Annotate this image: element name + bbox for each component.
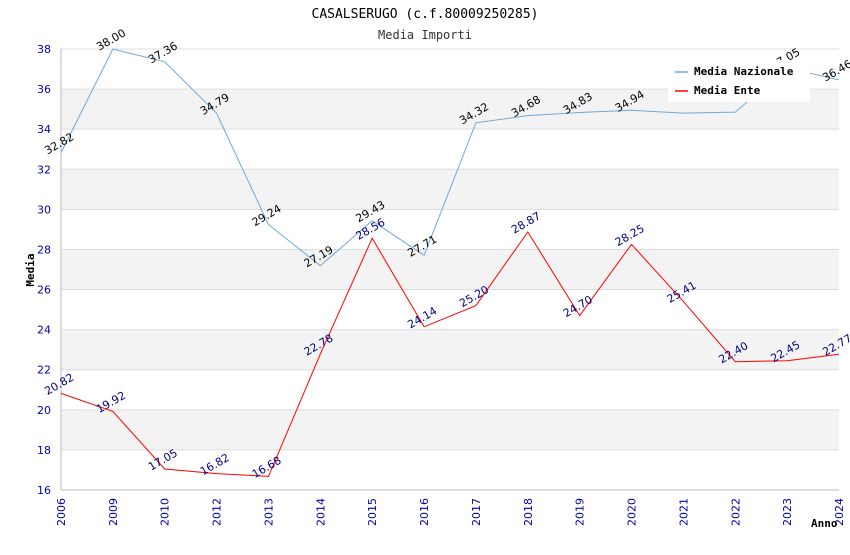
series-line-media-ente	[60, 231, 840, 477]
y-tick-label: 30	[37, 203, 51, 216]
chart-title: CASALSERUGO (c.f.80009250285)	[312, 7, 539, 22]
x-tick-label: 2022	[729, 498, 742, 526]
y-tick-label: 16	[37, 484, 51, 497]
y-tick-label: 32	[37, 163, 51, 176]
y-tick-label: 28	[37, 243, 51, 256]
x-tick-label: 2014	[314, 498, 327, 526]
x-tick-label: 2013	[262, 498, 275, 526]
x-tick-label: 2012	[211, 498, 224, 526]
y-tick-label: 26	[37, 284, 51, 297]
x-axis-ticks: 2006 2009 2010 2012 2013 2014 2015 2016 2017 2018…	[55, 498, 846, 526]
y-axis-ticks: 16 18 20 22 24 26 28 30 32 34 36 38	[37, 43, 51, 497]
y-tick-label: 20	[37, 404, 51, 417]
y-tick-label: 34	[37, 123, 51, 136]
x-tick-label: 2006	[55, 498, 68, 526]
grid-band	[61, 249, 839, 290]
grid-band	[61, 329, 839, 370]
x-tick-label: 2016	[418, 498, 431, 526]
y-tick-label: 18	[37, 444, 51, 457]
x-axis-label: Anno	[811, 517, 838, 530]
grid-band	[61, 289, 839, 330]
x-tick-label: 2020	[626, 498, 639, 526]
y-tick-label: 22	[37, 364, 51, 377]
y-axis-label: Media	[24, 253, 37, 286]
series-line-media-nazionale	[60, 48, 840, 267]
x-tick-label: 2021	[677, 498, 690, 526]
x-tick-label: 2024	[833, 498, 846, 526]
legend-label-ente: Media Ente	[694, 84, 761, 97]
grid-bands	[61, 49, 839, 490]
y-tick-label: 24	[37, 324, 51, 337]
legend: Media Nazionale Media Ente	[668, 60, 810, 102]
series-lines	[60, 48, 840, 477]
y-tick-label: 38	[37, 43, 51, 56]
x-tick-label: 2017	[470, 498, 483, 526]
legend-box	[668, 60, 810, 102]
x-tick-label: 2010	[159, 498, 172, 526]
grid-lines	[61, 48, 839, 491]
legend-label-nazionale: Media Nazionale	[694, 65, 794, 78]
grid-band	[61, 409, 839, 450]
grid-band	[61, 129, 839, 170]
axes	[60, 49, 839, 491]
chart-subtitle: Media Importi	[378, 28, 472, 42]
grid-band	[61, 209, 839, 250]
grid-band	[61, 369, 839, 410]
grid-band	[61, 449, 839, 490]
x-tick-label: 2018	[522, 498, 535, 526]
x-tick-label: 2019	[574, 498, 587, 526]
y-tick-label: 36	[37, 83, 51, 96]
x-tick-label: 2009	[107, 498, 120, 526]
x-tick-label: 2015	[366, 498, 379, 526]
x-tick-label: 2023	[781, 498, 794, 526]
